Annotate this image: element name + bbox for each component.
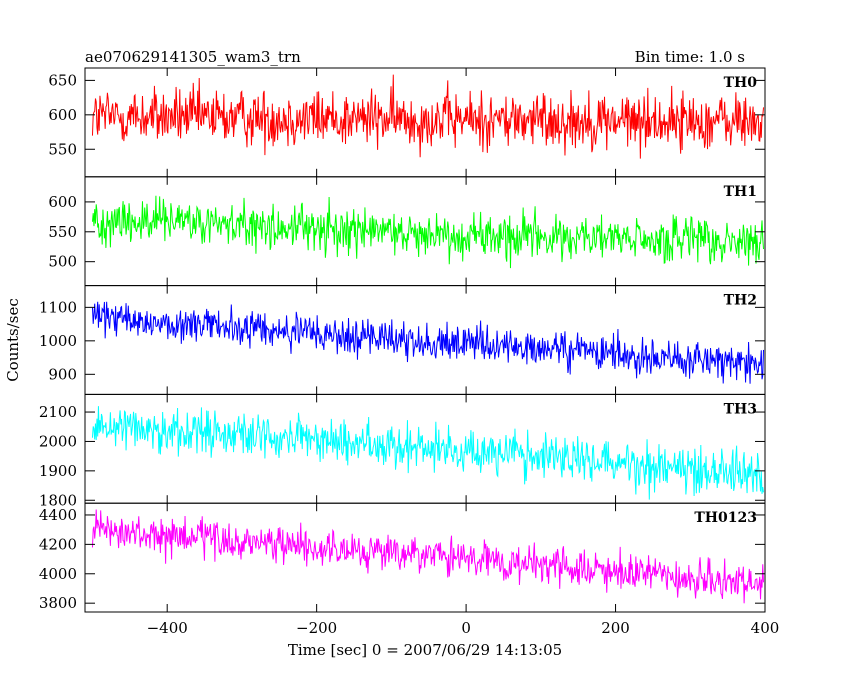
x-tick-label: 0 [461,619,471,637]
x-axis-label: Time [sec] 0 = 2007/06/29 14:13:05 [288,641,562,659]
y-tick-label: 550 [48,140,77,158]
series-line-th0 [91,74,765,159]
panel-label-th2: TH2 [724,293,757,309]
y-tick-label: 600 [48,193,77,211]
y-tick-label: 2000 [39,432,77,450]
panel-label-th3: TH3 [724,401,757,417]
panel-label-th0123: TH0123 [694,510,757,526]
x-tick-label: −400 [147,619,188,637]
y-tick-label: 1900 [39,462,77,480]
series-line-th3 [91,406,765,500]
y-tick-label: 1800 [39,491,77,509]
x-axis: −400 −200 0 200 400 [147,619,780,637]
panel-label-th0: TH0 [724,75,758,91]
y-tick-label: 4000 [39,565,77,583]
series-line-th0123 [91,509,765,604]
x-tick-label: 400 [751,619,780,637]
y-tick-label: 500 [48,253,77,271]
bin-time-label: Bin time: 1.0 s [635,48,745,66]
panels-group: 550 600 650 TH0 500 550 600 TH1 900 1000 1100 TH2 18… [39,67,766,613]
y-tick-label: 650 [48,71,77,89]
y-tick-label: 1000 [39,332,77,350]
y-axis-label: Counts/sec [4,298,22,382]
panel-frame-th0123 [84,502,766,613]
x-tick-label: 200 [601,619,630,637]
y-tick-label: 4200 [39,535,77,553]
y-tick-label: 1100 [39,298,77,316]
x-tick-label: −200 [296,619,337,637]
series-line-th2 [91,301,765,384]
series-line-th1 [91,195,765,269]
y-tick-label: 4400 [39,506,77,524]
y-tick-label: 3800 [39,594,77,612]
y-tick-label: 550 [48,223,77,241]
y-tick-label: 2100 [39,403,77,421]
panel-label-th1: TH1 [724,184,757,200]
panel-frame-th2 [84,285,766,395]
y-tick-label: 600 [48,106,77,124]
y-tick-label: 900 [48,365,77,383]
chart-title: ae070629141305_wam3_trn [85,48,301,66]
